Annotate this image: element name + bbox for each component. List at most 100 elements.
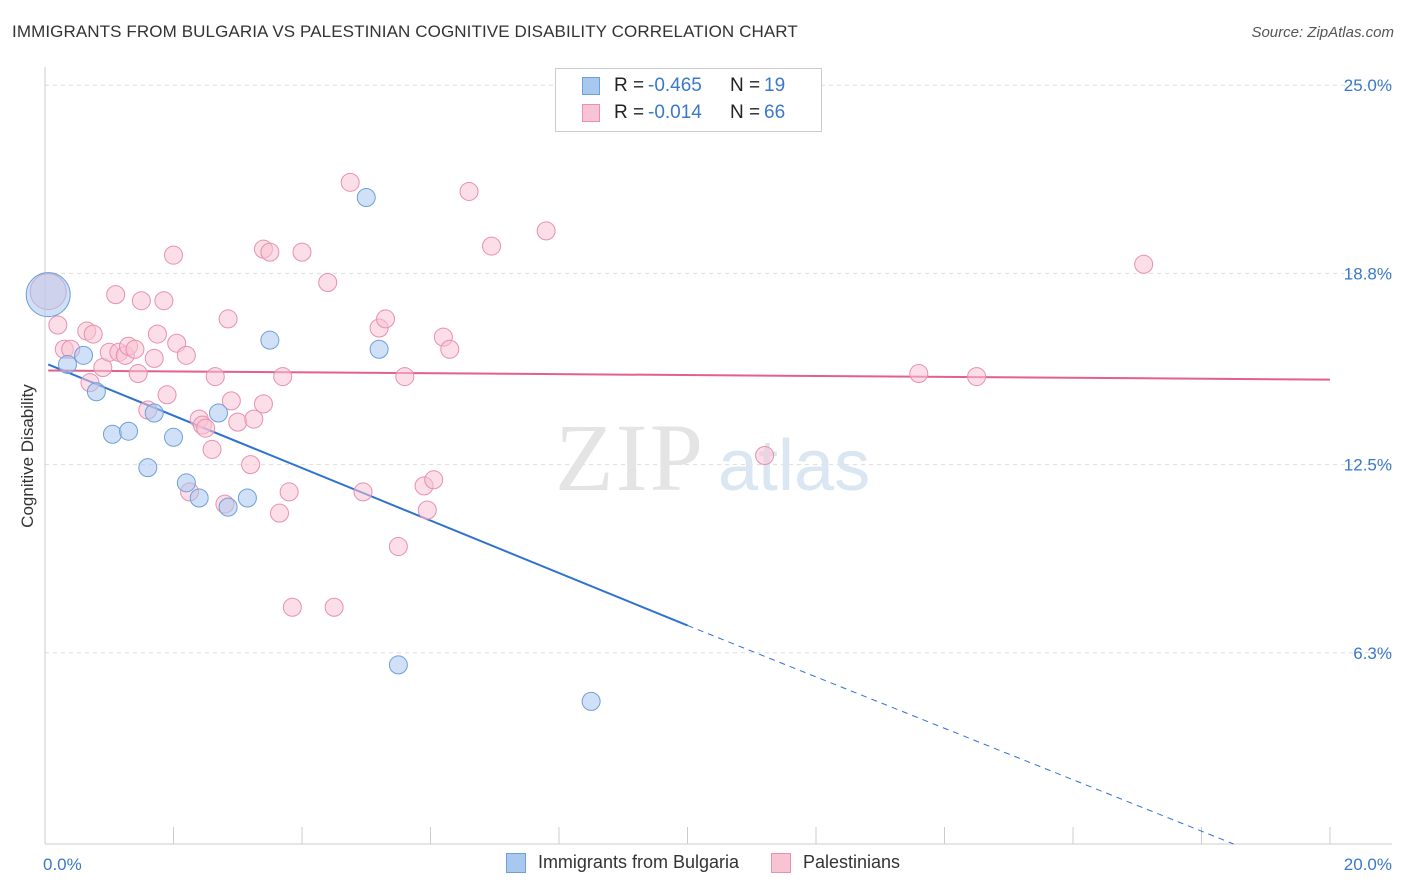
point-palestinians bbox=[221, 391, 241, 411]
legend-r-label: R = bbox=[614, 75, 645, 96]
grid-lines bbox=[45, 84, 1392, 654]
point-palestinians bbox=[106, 285, 126, 305]
point-palestinians bbox=[83, 324, 103, 344]
point-bulgaria bbox=[237, 488, 257, 508]
point-palestinians bbox=[48, 315, 68, 335]
legend-r-value: -0.014 bbox=[648, 102, 702, 123]
point-palestinians bbox=[260, 242, 280, 262]
x-tick-label: 20.0% bbox=[1344, 855, 1392, 874]
point-palestinians bbox=[292, 242, 312, 262]
point-palestinians bbox=[253, 394, 273, 414]
trend-line-bulgaria-extension bbox=[687, 625, 1234, 845]
point-bulgaria bbox=[218, 497, 238, 517]
data-points bbox=[25, 172, 1154, 711]
axes bbox=[44, 67, 1392, 845]
watermark-atlas: atlas bbox=[718, 426, 870, 506]
trend-line-palestinians bbox=[48, 369, 1331, 381]
point-palestinians bbox=[196, 418, 216, 438]
point-palestinians bbox=[1134, 254, 1154, 274]
series-swatch-blue bbox=[505, 852, 526, 873]
point-bulgaria bbox=[164, 427, 183, 447]
point-bulgaria bbox=[176, 473, 196, 493]
legend-row-palestinians: R = -0.014 N = 66 bbox=[582, 100, 785, 126]
point-bulgaria bbox=[581, 691, 601, 711]
point-palestinians bbox=[440, 339, 460, 359]
legend-swatch-blue bbox=[582, 77, 600, 95]
point-palestinians bbox=[388, 537, 408, 557]
point-palestinians bbox=[205, 367, 225, 387]
point-palestinians bbox=[318, 272, 338, 292]
y-axis-label: Cognitive Disability bbox=[18, 384, 37, 528]
point-palestinians bbox=[128, 364, 148, 384]
legend-n-value: 19 bbox=[764, 75, 786, 96]
point-bulgaria bbox=[388, 655, 408, 675]
legend-n-label: N = bbox=[730, 75, 761, 96]
point-bulgaria bbox=[208, 403, 228, 423]
point-palestinians bbox=[270, 503, 290, 523]
legend-r-value: -0.465 bbox=[648, 75, 702, 96]
point-bulgaria bbox=[119, 421, 139, 441]
point-palestinians bbox=[340, 172, 360, 192]
stats-legend: R = -0.465 N = 19 R = -0.014 N = 66 bbox=[555, 68, 822, 132]
chart-title: IMMIGRANTS FROM BULGARIA VS PALESTINIAN … bbox=[12, 22, 798, 41]
point-palestinians bbox=[482, 236, 502, 256]
legend-n-value: 66 bbox=[764, 102, 786, 123]
point-bulgaria bbox=[189, 488, 209, 508]
point-palestinians bbox=[273, 367, 293, 387]
legend-row-bulgaria: R = -0.465 N = 19 bbox=[582, 73, 785, 99]
point-palestinians bbox=[279, 482, 299, 502]
point-palestinians bbox=[154, 291, 174, 311]
source-note: Source: ZipAtlas.com bbox=[1251, 24, 1394, 41]
point-palestinians bbox=[241, 455, 261, 475]
y-tick-label: 18.8% bbox=[1344, 264, 1392, 283]
point-palestinians bbox=[202, 439, 222, 459]
x-tick-label: 0.0% bbox=[43, 855, 82, 874]
legend-swatch-pink bbox=[582, 104, 600, 122]
point-palestinians bbox=[536, 221, 556, 241]
point-palestinians bbox=[176, 345, 196, 365]
point-palestinians bbox=[157, 385, 177, 405]
point-palestinians bbox=[909, 364, 929, 384]
point-palestinians bbox=[164, 245, 183, 265]
y-tick-label: 12.5% bbox=[1344, 456, 1392, 475]
point-palestinians bbox=[228, 412, 248, 432]
point-bulgaria bbox=[260, 330, 280, 350]
point-bulgaria bbox=[138, 458, 158, 478]
point-palestinians bbox=[147, 324, 167, 344]
point-palestinians bbox=[324, 597, 344, 617]
series-label: Palestinians bbox=[803, 852, 901, 872]
point-bulgaria bbox=[86, 382, 106, 402]
point-palestinians bbox=[424, 470, 444, 490]
point-palestinians bbox=[144, 348, 164, 368]
series-legend-bulgaria[interactable]: Immigrants from Bulgaria bbox=[505, 852, 739, 873]
point-palestinians bbox=[417, 500, 437, 520]
y-tick-label: 6.3% bbox=[1353, 644, 1392, 663]
point-bulgaria bbox=[102, 424, 122, 444]
watermark: ZIP atlas bbox=[555, 404, 870, 511]
point-bulgaria bbox=[144, 403, 164, 423]
legend-n-label: N = bbox=[730, 102, 761, 123]
series-legend-palestinians[interactable]: Palestinians bbox=[771, 852, 900, 873]
series-label: Immigrants from Bulgaria bbox=[537, 852, 739, 872]
y-tick-label: 25.0% bbox=[1344, 76, 1392, 95]
point-palestinians bbox=[218, 309, 238, 329]
point-palestinians bbox=[755, 446, 775, 465]
axis-labels: 6.3% 12.5% 18.8% 25.0% 0.0% 20.0% Cognitive Di… bbox=[18, 76, 1392, 874]
point-bulgaria bbox=[356, 188, 376, 208]
point-palestinians bbox=[125, 339, 145, 359]
point-palestinians bbox=[353, 482, 373, 502]
point-palestinians bbox=[395, 367, 415, 387]
point-palestinians bbox=[459, 181, 479, 201]
series-swatch-pink bbox=[771, 852, 791, 873]
watermark-zip: ZIP bbox=[555, 404, 705, 511]
series-legend: Immigrants from Bulgaria Palestinians bbox=[0, 852, 1406, 873]
point-palestinians bbox=[131, 291, 151, 311]
point-bulgaria bbox=[25, 272, 71, 318]
point-bulgaria bbox=[74, 345, 94, 365]
legend-r-label: R = bbox=[614, 102, 645, 123]
point-palestinians bbox=[376, 309, 396, 329]
point-palestinians bbox=[282, 597, 302, 617]
point-bulgaria bbox=[57, 354, 77, 374]
point-bulgaria bbox=[369, 339, 389, 359]
